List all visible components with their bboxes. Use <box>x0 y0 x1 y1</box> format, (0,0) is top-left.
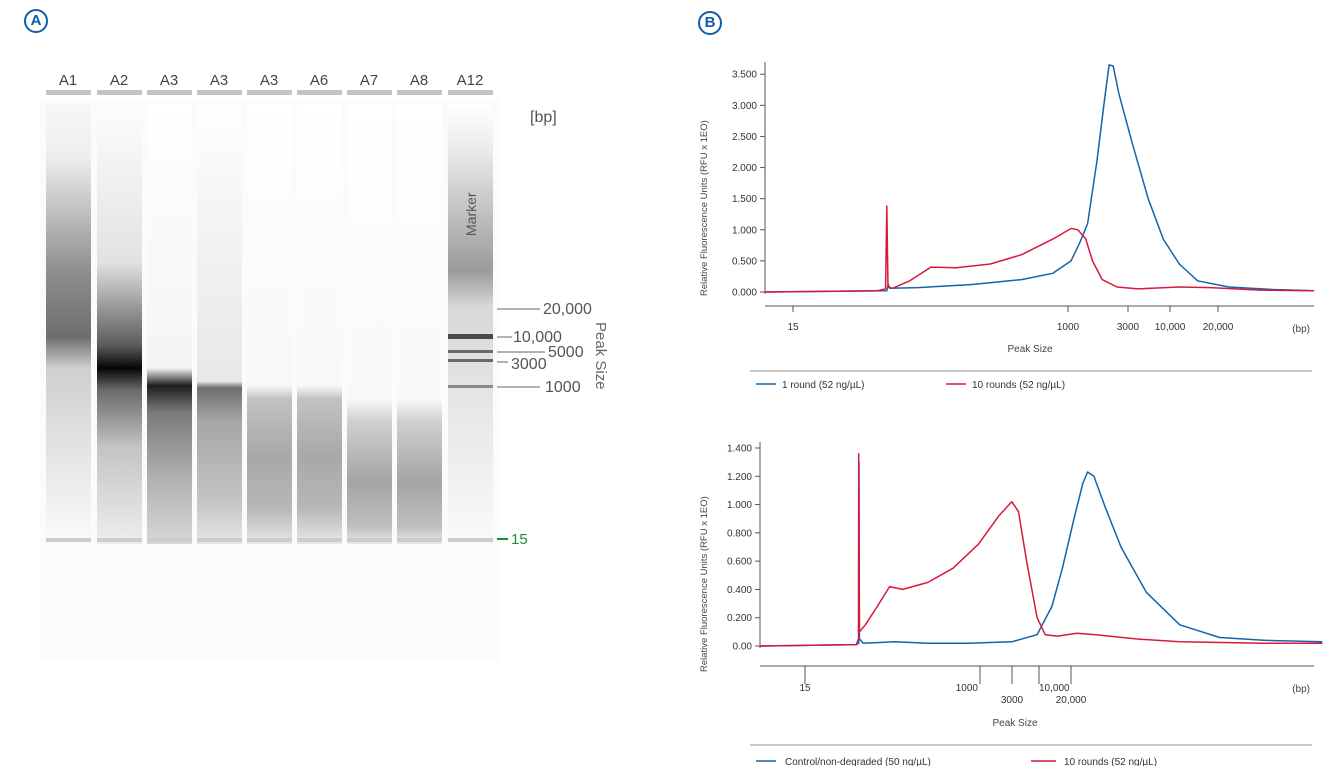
lane-label: A3 <box>210 72 228 89</box>
y-tick-label: 1.200 <box>727 472 752 483</box>
x-axis-title: Peak Size <box>1007 344 1052 355</box>
x-axis-unit: (bp) <box>1292 324 1310 335</box>
y-tick-label: 1.000 <box>732 225 757 236</box>
y-tick-label: 0.800 <box>727 528 752 539</box>
x-tick-label: 1000 <box>1057 322 1080 333</box>
y-tick-label: 3.000 <box>732 101 757 112</box>
x-tick-label: 3000 <box>1001 695 1024 706</box>
legend: Control/non-degraded (50 ng/µL) 10 round… <box>756 757 1157 766</box>
y-tick-label: 2.000 <box>732 163 757 174</box>
gel-lane-a3c <box>247 104 292 544</box>
lane-label: A7 <box>360 72 378 89</box>
x-tick-label: 20,000 <box>1056 695 1087 706</box>
x-tick-label: 15 <box>787 322 799 333</box>
y-tick-label: 0.400 <box>727 585 752 596</box>
legend-label-2: 10 rounds (52 ng/µL) <box>972 380 1065 391</box>
size-label-15: 15 <box>511 531 528 548</box>
gel-lane-a6 <box>297 104 342 544</box>
legend-label-1: Control/non-degraded (50 ng/µL) <box>785 757 931 766</box>
y-tick-label: 1.400 <box>727 444 752 455</box>
x-axis-unit: (bp) <box>1292 684 1310 695</box>
x-axis-title: Peak Size <box>992 718 1037 729</box>
lane-label: A6 <box>310 72 328 89</box>
series-line-2 <box>764 205 1315 293</box>
y-tick-label: 1.500 <box>732 194 757 205</box>
panel-b-badge: B <box>698 11 722 35</box>
electropherogram-chart-top: 0.000 0.500 1.000 1.500 2.000 2.500 3.000 3.500… <box>699 62 1315 391</box>
gel-lane-a8 <box>397 104 442 544</box>
size-label-5000: 5000 <box>548 344 584 361</box>
y-tick-label: 0.200 <box>727 613 752 624</box>
size-label-3000: 3000 <box>511 356 547 373</box>
x-tick-label: 10,000 <box>1039 683 1070 694</box>
legend-label-2: 10 rounds (52 ng/µL) <box>1064 757 1157 766</box>
x-tick-label: 15 <box>799 683 811 694</box>
gel-lane-a2 <box>97 104 142 544</box>
y-tick-label: 0.500 <box>732 256 757 267</box>
marker-label: Marker <box>463 192 479 236</box>
gel-image: A1 A2 A3 A3 A3 A6 A7 A8 A12 [bp] Marker <box>40 72 609 660</box>
lower-marker-line <box>46 538 493 542</box>
series-line-2 <box>759 452 1323 647</box>
lane-label: A1 <box>59 72 77 89</box>
marker-bands <box>448 334 493 388</box>
lane-label: A2 <box>110 72 128 89</box>
lane-label: A3 <box>160 72 178 89</box>
y-tick-label: 1.000 <box>727 500 752 511</box>
x-tick-label: 20,000 <box>1203 322 1234 333</box>
size-label-10000: 10,000 <box>513 329 562 346</box>
gel-lane-a3 <box>147 104 192 544</box>
size-label-20000: 20,000 <box>543 301 592 318</box>
x-tick-label: 3000 <box>1117 322 1140 333</box>
y-tick-label: 0.00 <box>733 642 753 653</box>
gel-lane-marker <box>448 104 493 544</box>
series-line-1 <box>764 64 1315 293</box>
lane-label: A8 <box>410 72 428 89</box>
size-label-1000: 1000 <box>545 379 581 396</box>
x-tick-label: 1000 <box>956 683 979 694</box>
legend: 1 round (52 ng/µL) 10 rounds (52 ng/µL) <box>756 380 1065 391</box>
gel-axis-title: Peak Size <box>592 322 609 390</box>
y-tick-label: 2.500 <box>732 132 757 143</box>
series-line-1 <box>759 461 1323 647</box>
lane-headers <box>46 90 493 95</box>
size-ticks <box>497 308 545 388</box>
lane-label: A3 <box>260 72 278 89</box>
legend-label-1: 1 round (52 ng/µL) <box>782 380 864 391</box>
electropherogram-chart-bottom: 0.00 0.200 0.400 0.600 0.800 1.000 1.200 1.400 1… <box>699 442 1323 766</box>
y-tick-label: 0.000 <box>732 288 757 299</box>
y-axis-label: Relative Fluorescence Units (RFU x 1EO) <box>699 496 710 672</box>
lane-label: A12 <box>457 72 484 89</box>
gel-unit-label: [bp] <box>530 109 557 126</box>
gel-lane-a3b <box>197 104 242 544</box>
y-tick-label: 3.500 <box>732 70 757 81</box>
gel-lane-a1 <box>46 104 91 544</box>
panel-a-badge: A <box>24 9 48 33</box>
x-tick-label: 10,000 <box>1155 322 1186 333</box>
gel-lane-a7 <box>347 104 392 544</box>
y-tick-label: 0.600 <box>727 557 752 568</box>
y-axis-label: Relative Fluorescence Units (RFU x 1EO) <box>699 120 710 296</box>
